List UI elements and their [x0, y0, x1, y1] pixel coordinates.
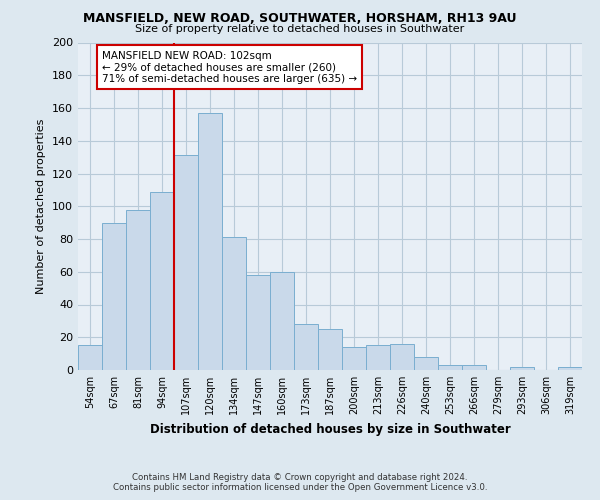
Bar	[222, 238, 246, 370]
Bar	[342, 347, 366, 370]
Bar	[414, 357, 438, 370]
Bar	[390, 344, 414, 370]
Bar	[198, 113, 222, 370]
Bar	[366, 346, 390, 370]
Text: Size of property relative to detached houses in Southwater: Size of property relative to detached ho…	[136, 24, 464, 34]
Y-axis label: Number of detached properties: Number of detached properties	[37, 118, 46, 294]
Text: Contains HM Land Registry data © Crown copyright and database right 2024.
Contai: Contains HM Land Registry data © Crown c…	[113, 473, 487, 492]
Text: MANSFIELD NEW ROAD: 102sqm
← 29% of detached houses are smaller (260)
71% of sem: MANSFIELD NEW ROAD: 102sqm ← 29% of deta…	[102, 50, 357, 84]
Bar	[462, 365, 486, 370]
Bar	[294, 324, 318, 370]
Bar	[150, 192, 174, 370]
Bar	[270, 272, 294, 370]
Bar	[126, 210, 150, 370]
Bar	[558, 366, 582, 370]
Bar	[102, 222, 126, 370]
Bar	[78, 346, 102, 370]
Bar	[510, 366, 534, 370]
Text: MANSFIELD, NEW ROAD, SOUTHWATER, HORSHAM, RH13 9AU: MANSFIELD, NEW ROAD, SOUTHWATER, HORSHAM…	[83, 12, 517, 26]
Bar	[174, 156, 198, 370]
Bar	[438, 365, 462, 370]
Bar	[318, 329, 342, 370]
X-axis label: Distribution of detached houses by size in Southwater: Distribution of detached houses by size …	[149, 422, 511, 436]
Bar	[246, 275, 270, 370]
